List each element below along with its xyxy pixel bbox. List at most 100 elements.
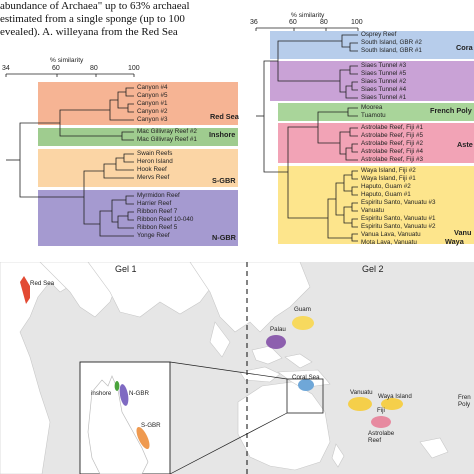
left-axis-tick: 60: [52, 65, 60, 72]
leaf-label: Canyon #4: [137, 84, 168, 91]
leaf-label: Waya Island, Fiji #2: [361, 167, 416, 174]
group-box-coral-sea: [270, 31, 474, 59]
leaf-label: Siaes Tunnel #3: [361, 62, 407, 69]
vanuatu-region: [348, 397, 372, 411]
group-box-astrolabe: [278, 123, 474, 163]
leaf-label: Espiritu Santo, Vanuatu #3: [361, 199, 436, 206]
right-tree-svg: [255, 27, 474, 244]
inset-coastline: [87, 375, 149, 474]
leaf-label: Canyon #5: [137, 92, 168, 99]
group-label-inshore: Inshore: [209, 130, 236, 139]
group-box-ngbr: [38, 190, 238, 246]
astrolabe-region: [371, 416, 391, 428]
leaf-label: Astrolabe Reef, Fiji #5: [361, 132, 423, 139]
leaf-label: Haputo, Guam #2: [361, 183, 411, 190]
group-label-coral: Cora: [456, 43, 473, 52]
inshore-label: inshore: [91, 390, 112, 397]
leaf-label: Mac Gillivray Reef #1: [137, 136, 197, 143]
leaf-label: Haputo, Guam #1: [361, 191, 411, 198]
inset-connector: [169, 361, 288, 380]
palau-region: [266, 335, 286, 349]
map-svg: [0, 262, 474, 474]
french-poly-label: Fren Poly: [458, 394, 471, 408]
coral-sea-label: Coral Sea: [292, 374, 320, 381]
inset-connector: [169, 412, 288, 474]
group-label-sgbr: S-GBR: [212, 176, 236, 185]
gel2-heading: Gel 2: [362, 264, 384, 274]
waya-region: [381, 398, 403, 410]
leaf-label: Vanua Lava, Vanuatu: [361, 231, 421, 238]
leaf-label: Tuamotu: [361, 112, 386, 119]
group-label-french-poly: French Poly: [430, 106, 472, 115]
leaf-label: Swain Reefs: [137, 150, 173, 157]
inshore-region: [114, 381, 120, 391]
right-axis-title: % similarity: [291, 12, 325, 19]
map-panel: Gel 1 Gel 2 Red Sea Guam Palau Coral Sea…: [0, 262, 474, 474]
red-sea-region: [20, 276, 30, 304]
leaf-label: Espiritu Santo, Vanuatu #2: [361, 223, 436, 230]
sgbr-region: [136, 426, 150, 450]
vanuatu-label: Vanuatu: [350, 389, 373, 396]
leaf-label: South Island, GBR #1: [361, 47, 422, 54]
leaf-label: Harrier Reef: [137, 200, 172, 207]
group-box-vanuatu: [278, 166, 474, 244]
leaf-label: Myrmidon Reef: [137, 192, 180, 199]
leaf-label: Siaes Tunnel #5: [361, 70, 407, 77]
palau-label: Palau: [270, 326, 286, 333]
leaf-label: Canyon #2: [137, 108, 168, 115]
group-label-astrolabe: Aste: [457, 140, 473, 149]
group-label-waya: Waya: [445, 237, 464, 246]
leaf-label: Astrolabe Reef, Fiji #1: [361, 124, 423, 131]
coral-sea-region: [298, 379, 314, 391]
group-box-red-sea: [38, 82, 238, 125]
group-label-vanuatu: Vanu: [454, 228, 472, 237]
left-axis-tick: 100: [128, 65, 140, 72]
leaf-label: Moorea: [361, 104, 383, 111]
right-axis-tick: 100: [351, 19, 363, 26]
leaf-label: Astrolabe Reef, Fiji #3: [361, 156, 423, 163]
body-line: abundance of Archaea" up to 63% archaeal: [0, 0, 190, 12]
left-axis-title: % similarity: [50, 57, 84, 64]
guam-region: [292, 316, 314, 330]
leaf-label: Espiritu Santo, Vanuatu #1: [361, 215, 436, 222]
group-box-french-poly: [278, 103, 474, 121]
left-tree-svg: [5, 73, 238, 246]
red-sea-label: Red Sea: [30, 280, 55, 287]
leaf-label: Vanuatu: [361, 207, 384, 214]
left-axis-tick: 34: [2, 65, 10, 72]
leaf-label: Mervs Reef: [137, 174, 170, 181]
leaf-label: Mota Lava, Vanuatu: [361, 239, 417, 246]
leaf-label: Ribbon Reef 10-040: [137, 216, 194, 223]
leaf-label: Heron Island: [137, 158, 173, 165]
group-box-sgbr: [38, 149, 238, 187]
ngbr-region: [119, 384, 129, 406]
leaf-label: Hook Reef: [137, 166, 167, 173]
leaf-label: Astrolabe Reef, Fiji #2: [361, 140, 423, 147]
leaf-label: Mac Gillivray Reef #2: [137, 128, 197, 135]
group-box-inshore: [38, 128, 238, 146]
waya-label: Waya Island: [378, 393, 412, 400]
paper-body-text: abundance of Archaea" up to 63% archaeal…: [0, 0, 236, 39]
leaf-label: Canyon #1: [137, 100, 168, 107]
guam-label: Guam: [294, 306, 311, 313]
gel1-heading: Gel 1: [115, 264, 137, 274]
left-tree-branches: [6, 87, 134, 237]
right-tree-branches: [256, 34, 358, 242]
leaf-label: Osprey Reef: [361, 31, 397, 38]
leaf-label: Siaes Tunnel #2: [361, 78, 407, 85]
group-label-red-sea: Red Sea: [210, 112, 239, 121]
left-axis-tick: 80: [90, 65, 98, 72]
group-label-ngbr: N-GBR: [212, 233, 236, 242]
leaf-label: Yonge Reef: [137, 232, 170, 239]
right-axis-tick: 60: [289, 19, 297, 26]
body-line: evealed). A. willeyana from the Red Sea: [0, 26, 178, 38]
leaf-label: Canyon #3: [137, 116, 168, 123]
leaf-label: Ribbon Reef 5: [137, 224, 178, 231]
fiji-label: Fiji: [377, 407, 385, 414]
right-axis-tick: 36: [250, 19, 258, 26]
leaf-label: Siaes Tunnel #1: [361, 94, 407, 101]
leaf-label: Waya Island, Fiji #1: [361, 175, 416, 182]
leaf-label: South Island, GBR #2: [361, 39, 422, 46]
leaf-label: Siaes Tunnel #4: [361, 86, 407, 93]
ngbr-label: N-GBR: [129, 390, 149, 397]
